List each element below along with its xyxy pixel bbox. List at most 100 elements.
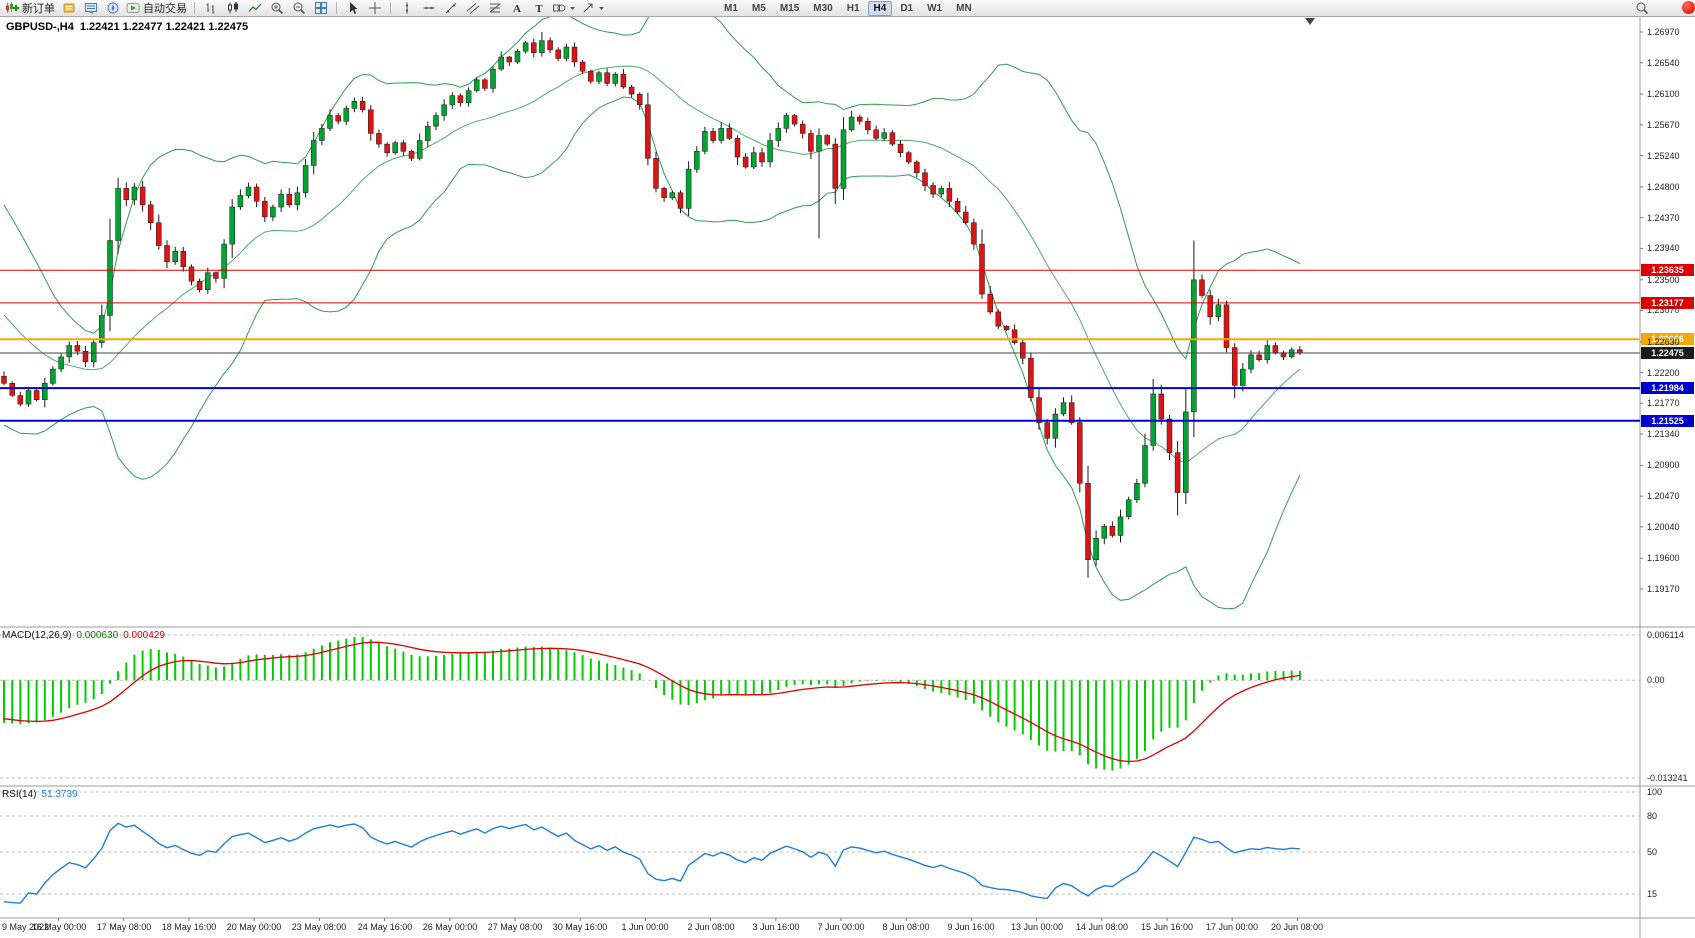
candle-body (392, 142, 398, 153)
trendline-tool-button[interactable] (440, 1, 461, 16)
data-window-button[interactable] (58, 1, 79, 16)
candle-body (319, 128, 325, 141)
candle-body (1052, 413, 1059, 439)
candle-body (897, 143, 904, 153)
tile-windows-button[interactable] (310, 1, 331, 16)
text-tool-button[interactable]: A (506, 1, 527, 16)
candle-body (441, 104, 447, 116)
candlestick-chart-icon (227, 2, 238, 14)
candle-body (848, 116, 855, 131)
candle-body (604, 72, 610, 84)
candle-body (914, 161, 920, 173)
candle-body (889, 132, 896, 145)
candle-body (742, 156, 749, 168)
navigator-icon (107, 2, 118, 14)
fibonacci-tool-button[interactable] (484, 1, 505, 16)
timeframe-m15-button[interactable]: M15 (774, 1, 805, 16)
candle-body (270, 206, 276, 218)
candle-body (123, 188, 130, 201)
candle-body (1077, 422, 1083, 484)
shift-marker[interactable] (1305, 18, 1315, 25)
vertical-line-tool-button[interactable] (396, 1, 417, 16)
toolbar-separator (390, 2, 391, 14)
candle-body (58, 356, 64, 370)
candle-body (99, 315, 105, 343)
candle-body (1093, 538, 1099, 560)
navigator-button[interactable] (102, 1, 123, 16)
candle-body (1142, 445, 1148, 484)
timeframe-m30-button[interactable]: M30 (807, 1, 838, 16)
arrows-tool-button[interactable] (579, 1, 607, 16)
candle-body (9, 383, 15, 396)
shapes-tool-button[interactable] (550, 1, 578, 16)
candle-body (147, 204, 154, 223)
candle-body (425, 126, 431, 141)
candle-body (954, 200, 961, 213)
candle-body (33, 390, 40, 401)
bar-chart-button[interactable] (200, 1, 221, 16)
macd-main-value: 0.000630 (76, 630, 119, 641)
candle-body (946, 188, 953, 202)
candle-body (726, 128, 733, 139)
candle-body (131, 186, 138, 201)
notification-icon[interactable] (1682, 1, 1695, 14)
timeframe-d1-button[interactable]: D1 (894, 1, 919, 16)
timeframe-w1-button[interactable]: W1 (921, 1, 948, 16)
line-chart-button[interactable] (244, 1, 265, 16)
label-tool-icon: T (535, 3, 543, 15)
channel-tool-button[interactable] (462, 1, 483, 16)
cursor-button[interactable] (342, 1, 363, 16)
candle-body (751, 152, 757, 168)
market-watch-button[interactable] (80, 1, 101, 16)
candle-body (661, 188, 667, 198)
macd-signal-value: 0.000429 (123, 630, 165, 641)
candle-body (156, 222, 162, 246)
candle-body (840, 129, 847, 189)
time-axis[interactable] (0, 918, 1640, 938)
line-chart-icon (248, 3, 261, 12)
candle-body (498, 56, 504, 70)
new-order-button[interactable]: 新订单 (3, 1, 57, 16)
candle-body (278, 193, 284, 208)
candle-body (1109, 525, 1116, 536)
zoom-in-button[interactable] (266, 1, 287, 16)
rsi-line (3, 822, 1300, 904)
macd-indicator-label: MACD(12,26,9) 0.000630 0.000429 (2, 630, 165, 641)
candle-body (473, 79, 480, 91)
candle-body (881, 132, 887, 139)
timeframe-m5-button[interactable]: M5 (746, 1, 772, 16)
timeframe-mn-button[interactable]: MN (950, 1, 978, 16)
candle-body (1085, 483, 1091, 560)
horizontal-line-tool-button[interactable] (418, 1, 439, 16)
candle-body (368, 109, 374, 134)
new-order-label: 新订单 (22, 3, 55, 15)
price-axis[interactable] (1640, 17, 1695, 918)
timeframe-m1-button[interactable]: M1 (718, 1, 744, 16)
zoom-out-button[interactable] (288, 1, 309, 16)
fibonacci-icon (489, 3, 500, 13)
market-watch-icon (84, 3, 97, 14)
candle-body (1036, 397, 1042, 423)
timeframe-h4-button[interactable]: H4 (867, 0, 893, 16)
new-order-icon (6, 2, 19, 13)
candle-body (1215, 304, 1222, 318)
candle-body (351, 101, 358, 109)
crosshair-icon (368, 2, 381, 14)
svg-text:T: T (535, 3, 543, 15)
auto-trading-icon (126, 3, 140, 13)
search-button[interactable] (1631, 1, 1652, 16)
candle-body (416, 140, 423, 159)
candle-body (555, 49, 561, 59)
trendline-icon (445, 2, 456, 14)
candle-body (938, 188, 945, 195)
candlestick-chart-button[interactable] (222, 1, 243, 16)
candle-body (205, 272, 211, 291)
label-tool-button[interactable]: T (528, 1, 549, 16)
timeframe-h1-button[interactable]: H1 (841, 1, 866, 16)
candle-body (310, 140, 317, 166)
auto-trading-button[interactable]: 自动交易 (124, 1, 189, 16)
candle-body (237, 195, 244, 208)
crosshair-button[interactable] (364, 1, 385, 16)
